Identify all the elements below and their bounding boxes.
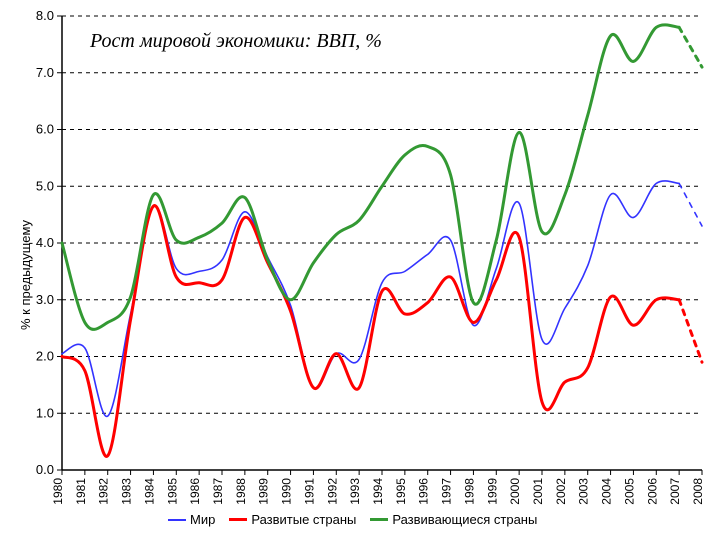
svg-text:2.0: 2.0	[36, 349, 54, 364]
legend-item-world: Мир	[168, 512, 215, 527]
legend-label: Мир	[190, 512, 215, 527]
svg-text:1983: 1983	[120, 478, 134, 505]
svg-text:2003: 2003	[577, 478, 591, 505]
legend-item-developed: Развитые страны	[229, 512, 356, 527]
svg-text:1986: 1986	[188, 478, 202, 505]
svg-text:1995: 1995	[394, 478, 408, 505]
legend-swatch	[370, 518, 388, 521]
svg-text:1998: 1998	[462, 478, 476, 505]
legend-item-developing: Развивающиеся страны	[370, 512, 537, 527]
svg-text:7.0: 7.0	[36, 65, 54, 80]
svg-text:1984: 1984	[142, 478, 156, 505]
svg-text:1994: 1994	[371, 478, 385, 505]
svg-text:1987: 1987	[211, 478, 225, 505]
chart-title: Рост мировой экономики: ВВП, %	[90, 30, 382, 53]
svg-text:8.0: 8.0	[36, 8, 54, 23]
legend: Мир Развитые страны Развивающиеся страны	[168, 512, 537, 527]
svg-text:2008: 2008	[691, 478, 705, 505]
svg-text:1980: 1980	[51, 478, 65, 505]
svg-text:2004: 2004	[600, 478, 614, 505]
svg-text:2001: 2001	[531, 478, 545, 505]
svg-text:2000: 2000	[508, 478, 522, 505]
svg-text:1997: 1997	[440, 478, 454, 505]
svg-text:3.0: 3.0	[36, 292, 54, 307]
svg-text:2002: 2002	[554, 478, 568, 505]
svg-text:1991: 1991	[302, 478, 316, 505]
svg-text:4.0: 4.0	[36, 235, 54, 250]
svg-text:5.0: 5.0	[36, 178, 54, 193]
svg-text:1993: 1993	[348, 478, 362, 505]
svg-text:1989: 1989	[257, 478, 271, 505]
svg-text:2005: 2005	[622, 478, 636, 505]
svg-text:6.0: 6.0	[36, 122, 54, 137]
svg-text:2007: 2007	[668, 478, 682, 505]
line-chart: 0.0 1.0 2.0 3.0 4.0 5.0 6.0 7.0 8.0 1980 1981 1982 1…	[0, 0, 720, 540]
svg-text:1992: 1992	[325, 478, 339, 505]
legend-label: Развивающиеся страны	[392, 512, 537, 527]
svg-text:2006: 2006	[645, 478, 659, 505]
legend-swatch	[229, 518, 247, 521]
chart-container: 0.0 1.0 2.0 3.0 4.0 5.0 6.0 7.0 8.0 1980 1981 1982 1…	[0, 0, 720, 540]
svg-text:1985: 1985	[165, 478, 179, 505]
svg-text:1990: 1990	[280, 478, 294, 505]
svg-text:1981: 1981	[74, 478, 88, 505]
y-axis-label: % к предыдущему	[18, 220, 33, 330]
svg-text:1.0: 1.0	[36, 405, 54, 420]
legend-label: Развитые страны	[251, 512, 356, 527]
svg-text:1996: 1996	[417, 478, 431, 505]
svg-text:1988: 1988	[234, 478, 248, 505]
svg-text:1999: 1999	[485, 478, 499, 505]
svg-text:1982: 1982	[97, 478, 111, 505]
legend-swatch	[168, 519, 186, 521]
svg-text:0.0: 0.0	[36, 462, 54, 477]
